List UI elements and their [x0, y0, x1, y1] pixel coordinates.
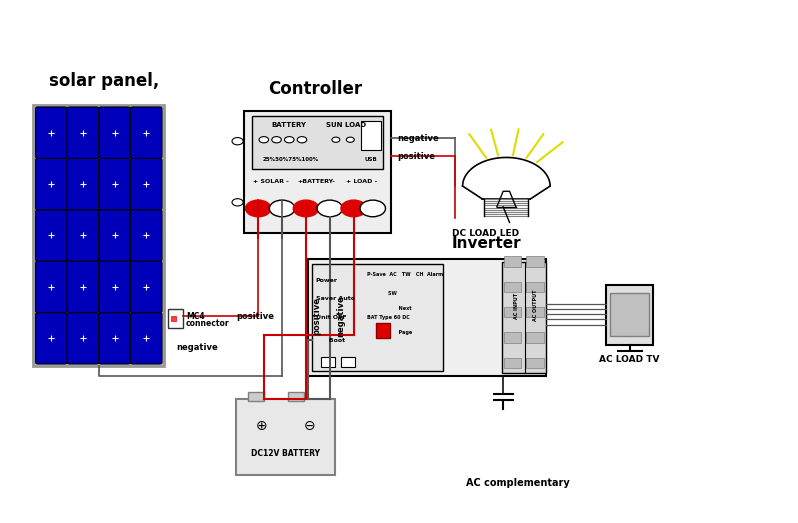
Text: Unit OFF: Unit OFF: [315, 315, 346, 320]
FancyBboxPatch shape: [99, 158, 130, 210]
FancyBboxPatch shape: [99, 261, 130, 313]
Text: AC LOAD TV: AC LOAD TV: [599, 355, 660, 364]
Text: solar panel,: solar panel,: [49, 72, 160, 90]
Text: SW: SW: [366, 291, 397, 297]
Bar: [252, 116, 383, 169]
Circle shape: [232, 199, 243, 206]
FancyBboxPatch shape: [36, 107, 67, 158]
FancyBboxPatch shape: [67, 107, 99, 158]
Bar: [307, 259, 546, 376]
Bar: [311, 264, 443, 371]
FancyBboxPatch shape: [130, 158, 162, 210]
Text: DC12V BATTERY: DC12V BATTERY: [251, 449, 320, 458]
Text: AC INPUT: AC INPUT: [514, 293, 519, 319]
Text: positive: positive: [312, 297, 322, 335]
FancyBboxPatch shape: [99, 107, 130, 158]
Bar: [526, 333, 543, 343]
FancyBboxPatch shape: [67, 313, 99, 364]
FancyBboxPatch shape: [130, 313, 162, 364]
FancyBboxPatch shape: [67, 210, 99, 261]
Text: negative: negative: [336, 295, 346, 337]
Text: 25%50%75%100%: 25%50%75%100%: [263, 157, 319, 162]
FancyBboxPatch shape: [130, 107, 162, 158]
Text: AC complementary: AC complementary: [466, 477, 570, 487]
Circle shape: [341, 200, 366, 217]
Text: Boot: Boot: [315, 338, 345, 344]
Circle shape: [332, 137, 340, 142]
FancyBboxPatch shape: [36, 313, 67, 364]
Text: BATTERY: BATTERY: [271, 122, 306, 128]
Bar: [503, 262, 546, 373]
Bar: [321, 357, 335, 367]
Bar: [376, 323, 390, 338]
FancyBboxPatch shape: [36, 158, 67, 210]
Bar: [504, 307, 521, 317]
Bar: [526, 358, 543, 368]
Text: + LOAD -: + LOAD -: [346, 179, 377, 184]
Bar: [287, 392, 303, 401]
Text: BAT Type 60 DC: BAT Type 60 DC: [366, 315, 409, 320]
Bar: [526, 256, 543, 267]
FancyBboxPatch shape: [67, 158, 99, 210]
Text: Next: Next: [366, 306, 411, 311]
Circle shape: [346, 137, 354, 142]
Text: AC OUTPUT: AC OUTPUT: [533, 290, 539, 322]
Bar: [244, 111, 391, 233]
Text: Inverter: Inverter: [452, 236, 521, 251]
Text: positive: positive: [236, 312, 274, 321]
Text: USB: USB: [364, 157, 377, 162]
FancyBboxPatch shape: [130, 210, 162, 261]
Text: positive: positive: [397, 152, 436, 161]
Circle shape: [285, 137, 294, 143]
Bar: [526, 307, 543, 317]
Circle shape: [259, 137, 269, 143]
FancyBboxPatch shape: [36, 210, 67, 261]
Bar: [34, 106, 164, 366]
Circle shape: [270, 200, 294, 217]
Bar: [236, 400, 335, 475]
FancyBboxPatch shape: [67, 261, 99, 313]
Text: MC4: MC4: [186, 312, 204, 321]
Text: SUN LOAD: SUN LOAD: [326, 122, 366, 128]
Bar: [341, 357, 355, 367]
Circle shape: [297, 137, 306, 143]
Text: Power: Power: [315, 278, 338, 282]
Circle shape: [360, 200, 385, 217]
Text: ⊖: ⊖: [304, 419, 316, 433]
Circle shape: [317, 200, 342, 217]
Bar: [504, 358, 521, 368]
Bar: [606, 285, 654, 345]
Bar: [526, 282, 543, 292]
Text: P-Save  AC   TW   CH  Alarm: P-Save AC TW CH Alarm: [366, 272, 443, 277]
Bar: [171, 316, 176, 321]
Text: Controller: Controller: [268, 80, 362, 98]
Text: negative: negative: [176, 343, 218, 352]
Circle shape: [293, 200, 318, 217]
FancyBboxPatch shape: [99, 313, 130, 364]
Text: + SOLAR -: + SOLAR -: [254, 179, 289, 184]
Text: DC LOAD LED: DC LOAD LED: [452, 230, 519, 238]
Text: ⊕: ⊕: [255, 419, 267, 433]
Circle shape: [232, 138, 243, 145]
Circle shape: [272, 137, 282, 143]
Bar: [248, 392, 264, 401]
Bar: [610, 293, 650, 336]
Bar: [504, 256, 521, 267]
FancyBboxPatch shape: [130, 261, 162, 313]
Bar: [168, 310, 183, 328]
Text: Saver Auto: Saver Auto: [315, 295, 354, 301]
Text: connector: connector: [186, 320, 230, 328]
Text: Page: Page: [366, 330, 412, 335]
Bar: [504, 333, 521, 343]
Text: negative: negative: [397, 134, 439, 143]
Text: +BATTERY-: +BATTERY-: [297, 179, 335, 184]
FancyBboxPatch shape: [99, 210, 130, 261]
Bar: [361, 121, 381, 151]
Circle shape: [246, 200, 271, 217]
FancyBboxPatch shape: [36, 261, 67, 313]
Bar: [504, 282, 521, 292]
